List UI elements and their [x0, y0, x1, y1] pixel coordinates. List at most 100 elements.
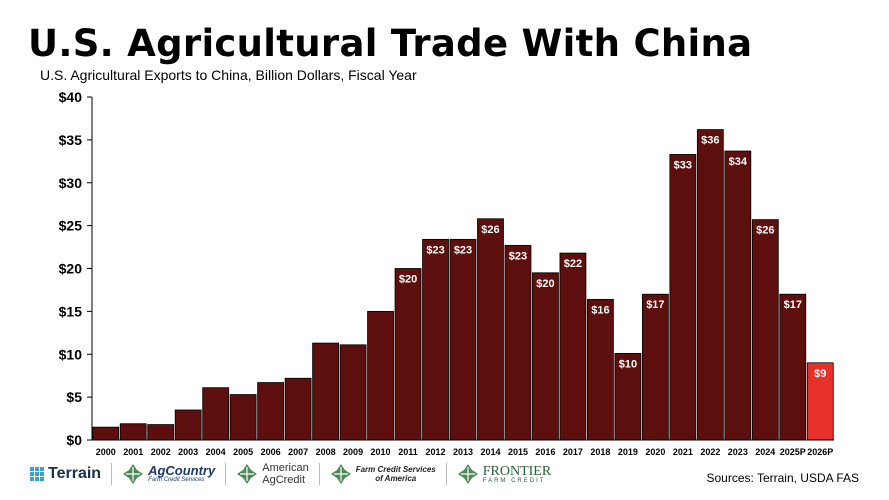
- bar-value-label: $26: [756, 225, 774, 237]
- bar-2007: [284, 377, 312, 441]
- bar-value-label: $20: [399, 274, 417, 286]
- x-tick-label: 2025P: [780, 447, 806, 457]
- fcsa-line1: Farm Credit Services: [355, 465, 436, 474]
- x-tick-label: 2012: [426, 447, 446, 457]
- bar-2025P: [779, 293, 807, 441]
- y-tick-label: $0: [66, 432, 82, 448]
- y-tick-label: $15: [59, 303, 83, 319]
- bar-value-label: $23: [509, 250, 527, 262]
- y-axis: $0 $5 $10 $15 $20 $25 $30 $35 $40: [59, 89, 93, 448]
- bar-2005: [229, 394, 257, 441]
- bar-2020: [641, 293, 669, 441]
- bar-2016: [532, 272, 559, 441]
- fcsa-logo: Farm Credit Services of America: [330, 462, 436, 486]
- y-tick-label: $35: [59, 132, 83, 148]
- bars-group: $20 $23 $23 $26 $23 $20 $22 $16 $10 $17 $33 $36 $34 $…: [92, 129, 834, 441]
- agcountry-wordmark: AgCountry: [148, 463, 216, 478]
- x-tick-label: 2004: [206, 447, 226, 457]
- bar-2019: [614, 352, 642, 441]
- logo-divider: [445, 463, 447, 485]
- bar-chart: $0$5$10$15$20$25$30$35$40 $20$23 $23$26$2…: [59, 89, 834, 457]
- chart-subtitle: U.S. Agricultural Exports to China, Bill…: [40, 67, 417, 83]
- leaf-cross-icon: [330, 464, 351, 484]
- bar-2026P: [806, 362, 834, 441]
- bar-2003: [174, 409, 202, 441]
- fcsa-line2: of America: [375, 474, 417, 483]
- x-tick-label: 2003: [178, 447, 198, 457]
- leaf-cross-icon: [237, 464, 258, 484]
- leaf-cross-icon: [457, 464, 478, 484]
- bar-2014: [477, 218, 504, 441]
- x-tick-label: 2006: [261, 447, 281, 457]
- bar-2008: [312, 342, 339, 441]
- agcountry-subtext: Farm Credit Services: [148, 477, 205, 483]
- y-tick-label: $5: [66, 389, 82, 405]
- frontier-logo: FRONTIER FARM CREDIT: [457, 462, 551, 486]
- bar-value-label: $34: [729, 156, 748, 168]
- chart-title: U.S. Agricultural Trade With China: [28, 22, 753, 65]
- american-agcredit-logo: American AgCredit: [236, 462, 309, 486]
- x-tick-label: 2022: [700, 447, 720, 457]
- terrain-wordmark: Terrain: [48, 465, 102, 482]
- bar-2009: [339, 344, 367, 441]
- bar-2010: [367, 310, 394, 441]
- x-tick-label: 2026P: [807, 447, 833, 457]
- sources-note: Sources: Terrain, USDA FAS: [706, 471, 859, 485]
- x-tick-label: 2019: [618, 447, 638, 457]
- bar-value-label: $33: [674, 159, 692, 171]
- logo-divider: [111, 463, 113, 485]
- american-agcredit-line1: American: [262, 462, 309, 474]
- bar-2022: [696, 129, 724, 441]
- bar-2017: [559, 252, 587, 441]
- x-tick-label: 2018: [590, 447, 610, 457]
- x-tick-label: 2014: [480, 447, 500, 457]
- x-tick-label: 2024: [755, 447, 775, 457]
- x-tick-label: 2011: [398, 447, 418, 457]
- bar-2001: [119, 423, 147, 441]
- bar-value-label: $26: [481, 224, 499, 236]
- x-tick-label: 2000: [96, 447, 116, 457]
- bar-2023: [724, 150, 752, 441]
- bar-2004: [202, 387, 230, 441]
- x-tick-label: 2007: [288, 447, 308, 457]
- x-tick-label: 2008: [316, 447, 336, 457]
- x-tick-label: 2015: [508, 447, 528, 457]
- x-tick-label: 2005: [233, 447, 253, 457]
- x-tick-label: 2021: [673, 447, 693, 457]
- x-tick-label: 2010: [371, 447, 391, 457]
- x-tick-label: 2017: [563, 447, 583, 457]
- bar-value-label: $17: [646, 299, 664, 311]
- bar-value-label: $16: [591, 304, 609, 316]
- bar-2002: [147, 424, 175, 441]
- bar-value-label: $23: [454, 244, 472, 256]
- x-tick-label: 2002: [151, 447, 171, 457]
- bar-value-label: $36: [701, 135, 719, 147]
- bar-2024: [751, 219, 779, 441]
- logo-divider: [318, 463, 320, 485]
- bar-value-label: $17: [784, 299, 802, 311]
- bar-2021: [669, 154, 697, 441]
- frontier-wordmark: FRONTIER: [482, 463, 552, 479]
- american-agcredit-line2: AgCredit: [262, 474, 306, 486]
- bar-value-label: $20: [536, 278, 554, 290]
- bar-2012: [422, 238, 449, 441]
- y-tick-label: $10: [59, 346, 83, 362]
- x-tick-label: 2009: [343, 447, 363, 457]
- y-tick-label: $20: [59, 261, 83, 277]
- bar-2018: [587, 298, 614, 441]
- x-tick-label: 2013: [453, 447, 473, 457]
- leaf-cross-icon: [123, 464, 144, 484]
- sponsor-logos: Terrain AgCountry Farm Credit Services A…: [30, 461, 551, 487]
- x-tick-label: 2020: [645, 447, 665, 457]
- bar-2000: [92, 426, 120, 441]
- bar-2015: [504, 244, 532, 441]
- x-tick-label: 2023: [728, 447, 748, 457]
- bar-2006: [257, 382, 285, 441]
- x-axis: 2000 2001 2002 2003 2004 2005 2006 2007 2008 2009…: [92, 439, 834, 457]
- logo-divider: [225, 463, 227, 485]
- bar-2013: [449, 238, 477, 441]
- agcountry-logo: AgCountry Farm Credit Services: [122, 462, 215, 486]
- bar-value-label: $10: [619, 358, 637, 370]
- frontier-subtext: FARM CREDIT: [482, 477, 546, 484]
- bar-value-label: $9: [814, 368, 826, 380]
